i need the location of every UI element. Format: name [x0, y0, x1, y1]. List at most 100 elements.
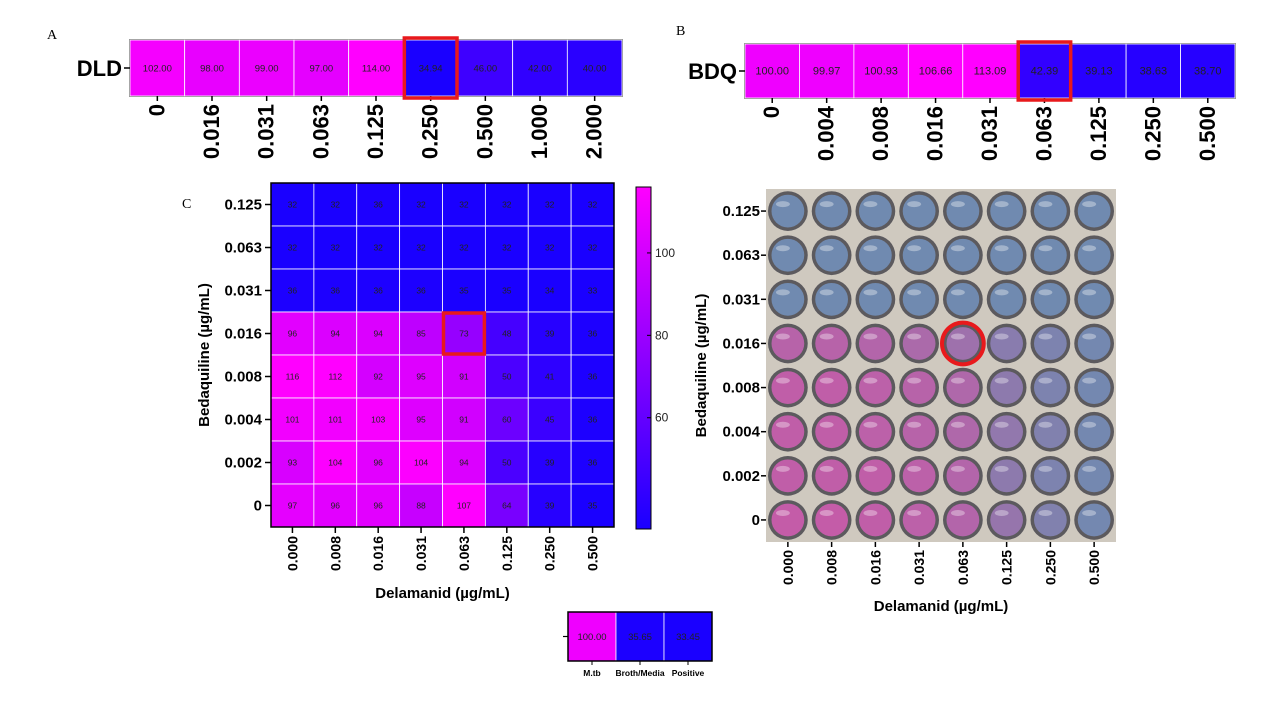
well-fill — [815, 415, 848, 449]
legend-cell-value: 33.45 — [676, 632, 700, 643]
x-tick-label: 0.500 — [1195, 106, 1220, 161]
x-tick-label: 0.000 — [780, 550, 796, 585]
heat-cell-value: 95 — [416, 372, 426, 382]
well-glare — [994, 245, 1009, 252]
legend-cell — [615, 611, 665, 662]
well-fill — [1034, 194, 1067, 228]
well-glare — [907, 421, 922, 428]
well-fill — [902, 327, 936, 360]
heat-cell-value: 33 — [588, 286, 598, 296]
heat-cell — [570, 225, 615, 270]
strip-cell-value: 42.00 — [528, 64, 552, 75]
heat-cell — [270, 311, 315, 356]
heat-cell — [527, 311, 572, 356]
heat-cell-value: 104 — [328, 458, 342, 468]
y-axis-title: Bedaquiline (µg/mL) — [693, 294, 710, 438]
heat-cell — [356, 483, 401, 528]
heat-cell-value: 96 — [373, 458, 383, 468]
strip-cell-value: 97.00 — [309, 64, 333, 75]
heat-cell-value: 88 — [416, 501, 426, 511]
well-glare — [863, 289, 878, 296]
heat-cell-value: 39 — [545, 458, 555, 468]
well-glare — [994, 510, 1009, 516]
x-tick-label: 0.031 — [911, 550, 927, 585]
heat-cell-value: 41 — [545, 372, 555, 382]
well-fill — [859, 327, 892, 360]
heat-cell-value: 91 — [459, 372, 469, 382]
heat-cell — [313, 397, 358, 442]
well-glare — [819, 465, 834, 472]
legend-category-label: M.tb — [583, 668, 600, 678]
heat-cell-value: 48 — [502, 329, 512, 339]
well-fill — [990, 415, 1023, 449]
heat-cell-value: 32 — [288, 200, 298, 210]
well-glare — [950, 201, 965, 208]
well-fill — [815, 238, 848, 272]
heat-cell — [570, 268, 615, 313]
well-glare — [950, 510, 965, 516]
well-glare — [1038, 421, 1053, 428]
heat-cell-value: 101 — [328, 415, 342, 425]
well-glare — [1038, 289, 1053, 296]
well-glare — [950, 465, 965, 472]
heat-cell-value: 36 — [588, 415, 598, 425]
x-tick-label: 0.000 — [284, 536, 300, 571]
heat-cell-value: 60 — [502, 415, 512, 425]
heat-cell-value: 101 — [285, 415, 299, 425]
heat-cell-value: 45 — [545, 415, 555, 425]
x-tick-label: 0.500 — [585, 536, 601, 571]
strip-cell-value: 46.00 — [473, 64, 497, 75]
heat-cell-value: 32 — [288, 243, 298, 253]
heat-cell-value: 32 — [545, 243, 555, 253]
y-tick-label: 0.002 — [224, 455, 262, 472]
well-fill — [946, 503, 980, 537]
strip-cell-value: 113.09 — [974, 66, 1007, 78]
heat-cell — [313, 311, 358, 356]
strip-cell — [1016, 43, 1073, 99]
heat-cell — [442, 440, 486, 485]
well-fill — [1077, 415, 1111, 449]
heat-cell-value: 36 — [373, 286, 383, 296]
heat-cell — [399, 440, 443, 485]
well-fill — [946, 371, 980, 404]
well-fill — [859, 459, 892, 493]
well-glare — [775, 201, 790, 208]
x-tick-label: 0.125 — [999, 550, 1015, 585]
heat-cell — [399, 182, 443, 227]
highlight-box — [402, 36, 459, 100]
heat-cell — [570, 483, 615, 528]
well-glare — [1038, 201, 1053, 208]
well-fill — [771, 327, 805, 360]
well-glare — [863, 377, 878, 384]
heat-cell-value: 96 — [288, 329, 298, 339]
heat-cell — [527, 182, 572, 227]
strip-cell-value: 34.94 — [419, 64, 443, 75]
heat-cell-value: 91 — [459, 415, 469, 425]
well-glare — [950, 245, 965, 252]
strip-cell — [348, 39, 404, 97]
heat-cell — [356, 354, 401, 399]
heat-cell-value: 32 — [459, 243, 469, 253]
heat-cell — [270, 182, 315, 227]
heat-cell-value: 64 — [502, 501, 512, 511]
x-tick-label: 0.031 — [977, 106, 1002, 161]
well-fill — [902, 503, 936, 537]
well-glare — [819, 421, 834, 428]
well-glare — [819, 289, 834, 296]
x-axis-title: Delamanid (µg/mL) — [874, 598, 1009, 615]
colorbar — [635, 186, 652, 530]
strip-cell-value: 38.70 — [1194, 66, 1222, 78]
well-fill — [859, 282, 892, 316]
well-glare — [907, 201, 922, 208]
plate-photo-panel: 0.125 0.063 0.031 0.016 0.008 0.004 0.002 0 0.00… — [693, 189, 1116, 615]
heat-cell-value: 50 — [502, 372, 512, 382]
x-tick-label: 0.063 — [955, 550, 971, 585]
row-label: BDQ — [688, 59, 737, 84]
heat-cell — [270, 268, 315, 313]
well-fill — [946, 238, 980, 272]
strip-cell-value: 40.00 — [583, 64, 607, 75]
heat-cell-value: 85 — [416, 329, 426, 339]
well-fill — [1077, 194, 1111, 228]
heat-cell — [442, 354, 486, 399]
heat-cell — [484, 268, 529, 313]
